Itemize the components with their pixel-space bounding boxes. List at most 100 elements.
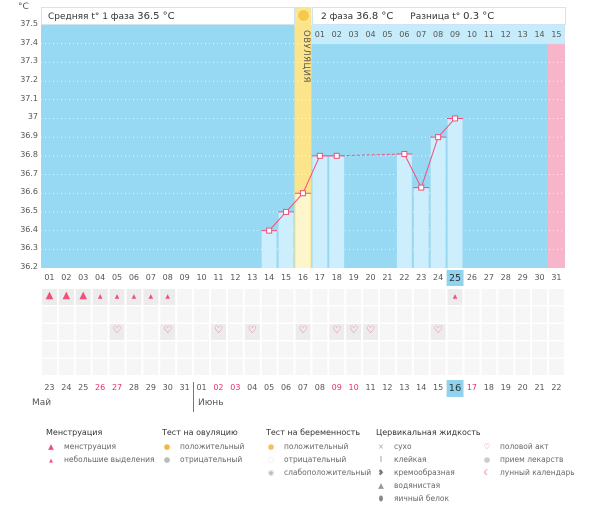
- cycle-day-14[interactable]: 14: [264, 273, 275, 282]
- calendar-date[interactable]: 31: [179, 383, 190, 392]
- calendar-date[interactable]: 15: [433, 383, 444, 392]
- cycle-day-24[interactable]: 24: [433, 273, 444, 282]
- calendar-date[interactable]: 20: [517, 383, 528, 392]
- cycle-day-08[interactable]: 08: [162, 273, 173, 282]
- tracking-cell: [532, 306, 547, 323]
- cycle-day-02[interactable]: 02: [61, 273, 72, 282]
- y-tick-label: 37.3: [20, 56, 38, 66]
- calendar-date[interactable]: 10: [348, 383, 359, 392]
- tracking-cell: [464, 289, 480, 305]
- calendar-date[interactable]: 26: [95, 383, 106, 392]
- tracking-cell: [515, 324, 531, 340]
- tracking-cell: [464, 324, 480, 340]
- calendar-date[interactable]: 21: [534, 383, 545, 392]
- phase2-day-number: 06: [399, 30, 410, 39]
- calendar-date[interactable]: 30: [162, 383, 173, 392]
- calendar-date[interactable]: 06: [280, 383, 292, 392]
- calendar-date[interactable]: 11: [365, 383, 376, 392]
- phase2-day-number: 02: [331, 30, 342, 39]
- calendar-date[interactable]: 24: [61, 383, 72, 392]
- tracking-cell: [396, 359, 412, 375]
- cycle-day-03[interactable]: 03: [78, 273, 89, 282]
- cycle-day-30[interactable]: 30: [534, 273, 545, 282]
- phase1-summary: Средняя t° 1 фаза 36.5 °C: [41, 7, 295, 25]
- temperature-bar: [278, 211, 294, 268]
- calendar-date[interactable]: 22: [551, 383, 562, 392]
- calendar-date[interactable]: 28: [128, 383, 140, 392]
- dry-icon: ×: [377, 442, 385, 451]
- calendar-date[interactable]: 01: [196, 383, 207, 392]
- cycle-day-28[interactable]: 28: [500, 273, 511, 282]
- tracking-cell-filled: [160, 289, 176, 305]
- cycle-day-13[interactable]: 13: [247, 273, 258, 282]
- calendar-date[interactable]: 18: [483, 383, 494, 392]
- tracking-cell: [481, 289, 497, 305]
- calendar-date[interactable]: 19: [500, 383, 511, 392]
- cycle-day-12[interactable]: 12: [230, 273, 241, 282]
- cycle-day-09[interactable]: 09: [179, 273, 190, 282]
- cycle-day-10[interactable]: 10: [196, 273, 207, 282]
- calendar-date[interactable]: 08: [314, 383, 325, 392]
- legend-ovulation-title: Тест на овуляцию: [162, 428, 238, 437]
- temperature-line: [437, 118, 456, 138]
- tracking-cell: [515, 306, 531, 323]
- calendar-date[interactable]: 16: [448, 383, 462, 394]
- cycle-day-19[interactable]: 19: [348, 273, 359, 282]
- tracking-cell: [126, 324, 142, 340]
- cycle-day-18[interactable]: 18: [331, 273, 342, 282]
- legend-label: клейкая: [394, 455, 427, 464]
- tracking-cell: [58, 324, 74, 340]
- cycle-day-26[interactable]: 26: [466, 273, 478, 282]
- cycle-day-25[interactable]: 25: [448, 273, 462, 284]
- calendar-date[interactable]: 03: [230, 383, 241, 392]
- cycle-day-16[interactable]: 16: [297, 273, 309, 282]
- cycle-day-27[interactable]: 27: [483, 273, 494, 282]
- legend-item: ❥ кремообразная: [374, 468, 455, 477]
- tracking-cell: [75, 306, 91, 323]
- tracking-cell: [143, 341, 159, 358]
- tracking-cell: [244, 359, 260, 375]
- temperature-bar: [312, 155, 328, 268]
- calendar-date[interactable]: 04: [247, 383, 258, 392]
- creamy-icon: ❥: [377, 468, 385, 477]
- tracking-cell: [92, 306, 108, 323]
- cycle-day-04[interactable]: 04: [95, 273, 106, 282]
- calendar-date[interactable]: 14: [416, 383, 427, 392]
- cycle-day-17[interactable]: 17: [314, 273, 325, 282]
- cycle-day-05[interactable]: 05: [111, 273, 123, 282]
- calendar-date[interactable]: 17: [466, 383, 478, 392]
- legend-label: слабоположительный: [284, 468, 372, 477]
- cycle-day-23[interactable]: 23: [416, 273, 427, 282]
- cycle-day-20[interactable]: 20: [365, 273, 376, 282]
- tracking-cell: [42, 341, 57, 358]
- cycle-day-01[interactable]: 01: [44, 273, 55, 282]
- tracking-cell: [380, 289, 395, 305]
- calendar-date[interactable]: 09: [331, 383, 342, 392]
- calendar-date[interactable]: 25: [78, 383, 89, 392]
- calendar-date[interactable]: 27: [111, 383, 123, 392]
- cycle-day-22[interactable]: 22: [399, 273, 410, 282]
- cycle-day-06[interactable]: 06: [128, 273, 140, 282]
- tracking-cell-filled: [42, 289, 57, 305]
- calendar-date[interactable]: 29: [145, 383, 156, 392]
- cycle-day-15[interactable]: 15: [280, 273, 292, 282]
- calendar-date[interactable]: 12: [382, 383, 393, 392]
- tracking-cell: [464, 306, 480, 323]
- calendar-date[interactable]: 05: [264, 383, 275, 392]
- phase2-value: 36.8 °C: [355, 11, 394, 22]
- cycle-day-11[interactable]: 11: [213, 273, 224, 282]
- calendar-date[interactable]: 13: [399, 383, 410, 392]
- heart-icon: ♡: [483, 442, 491, 451]
- calendar-date[interactable]: 02: [213, 383, 224, 392]
- cycle-day-31[interactable]: 31: [551, 273, 562, 282]
- cycle-day-21[interactable]: 21: [382, 273, 393, 282]
- calendar-date[interactable]: 23: [44, 383, 55, 392]
- calendar-date[interactable]: 07: [297, 383, 309, 392]
- tracking-cell: [126, 359, 142, 375]
- tracking-cell: [227, 306, 243, 323]
- cycle-day-29[interactable]: 29: [517, 273, 528, 282]
- tracking-cell: [211, 359, 226, 375]
- tracking-cell: [227, 341, 243, 358]
- cycle-day-07[interactable]: 07: [145, 273, 156, 282]
- tracking-cell: [160, 341, 176, 358]
